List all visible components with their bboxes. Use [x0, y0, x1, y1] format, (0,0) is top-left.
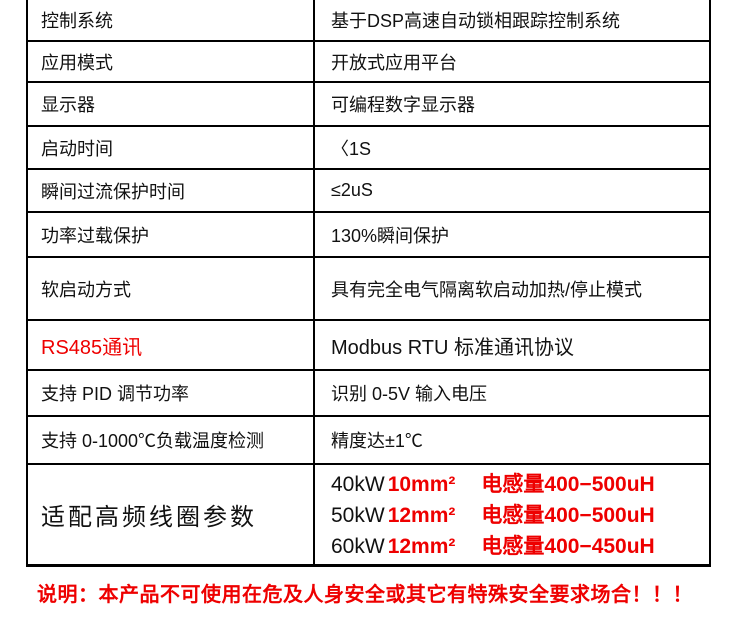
spec-value: 识别 0-5V 输入电压 — [331, 384, 488, 404]
spec-label: 支持 PID 调节功率 — [28, 371, 315, 415]
spec-value: ≤2uS — [331, 180, 373, 200]
coil-inductance: 电感量400−450uH — [481, 535, 655, 558]
spec-label: 启动时间 — [28, 127, 315, 168]
warning-note: 说明：本产品不可使用在危及人身安全或其它有特殊安全要求场合！！！ — [37, 584, 693, 606]
spec-label: 功率过载保护 — [28, 213, 315, 256]
coil-power: 60kW — [331, 535, 385, 558]
spec-row-pid: 支持 PID 调节功率 识别 0-5V 输入电压 — [28, 371, 709, 417]
spec-row-coil-parameters: 适配高频线圈参数 40kW 10mm² 电感量400−500uH 50kW 12… — [28, 465, 709, 564]
spec-value: 开放式应用平台 — [331, 52, 457, 73]
spec-label: 支持 0-1000℃负载温度检测 — [28, 417, 315, 463]
spec-label: 瞬间过流保护时间 — [28, 170, 315, 211]
spec-row-startup-time: 启动时间 〈1S — [28, 127, 709, 170]
spec-label-rs485: RS485通讯 — [28, 321, 315, 369]
spec-row-overcurrent-protection-time: 瞬间过流保护时间 ≤2uS — [28, 170, 709, 213]
spec-value-modbus: Modbus RTU 标准通讯协议 — [331, 336, 575, 359]
spec-row-control-system: 控制系统 基于DSP高速自动锁相跟踪控制系统 — [28, 0, 709, 42]
spec-value: 〈1S — [331, 138, 372, 159]
spec-label-coil: 适配高频线圈参数 — [28, 465, 315, 564]
coil-wire-size: 12mm² — [387, 535, 456, 558]
spec-value: 可编程数字显示器 — [331, 95, 475, 115]
coil-spec-line-40kw: 40kW 10mm² 电感量400−500uH — [331, 469, 655, 500]
spec-row-soft-start-mode: 软启动方式 具有完全电气隔离软启动加热/停止模式 — [28, 258, 709, 321]
spec-row-temperature-detection: 支持 0-1000℃负载温度检测 精度达±1℃ — [28, 417, 709, 465]
coil-power: 40kW — [331, 473, 385, 496]
spec-label: 应用模式 — [28, 42, 315, 81]
spec-value: 具有完全电气隔离软启动加热/停止模式 — [331, 279, 642, 300]
spec-row-application-mode: 应用模式 开放式应用平台 — [28, 42, 709, 83]
coil-wire-size: 10mm² — [387, 473, 456, 496]
spec-label: 软启动方式 — [28, 258, 315, 319]
spec-row-overload-protection: 功率过载保护 130%瞬间保护 — [28, 213, 709, 258]
coil-spec-list: 40kW 10mm² 电感量400−500uH 50kW 12mm² 电感量40… — [315, 465, 709, 564]
spec-label: 显示器 — [28, 83, 315, 125]
coil-spec-line-50kw: 50kW 12mm² 电感量400−500uH — [331, 500, 655, 531]
spec-label: 控制系统 — [28, 0, 315, 40]
coil-power: 50kW — [331, 504, 385, 527]
spec-table: 控制系统 基于DSP高速自动锁相跟踪控制系统 应用模式 开放式应用平台 显示器 … — [26, 0, 711, 567]
coil-wire-size: 12mm² — [387, 504, 456, 527]
spec-row-display: 显示器 可编程数字显示器 — [28, 83, 709, 127]
coil-inductance: 电感量400−500uH — [481, 473, 655, 496]
spec-value: 130%瞬间保护 — [331, 225, 450, 246]
coil-inductance: 电感量400−500uH — [481, 504, 655, 527]
spec-row-rs485: RS485通讯 Modbus RTU 标准通讯协议 — [28, 321, 709, 371]
coil-spec-line-60kw: 60kW 12mm² 电感量400−450uH — [331, 531, 655, 562]
spec-value: 基于DSP高速自动锁相跟踪控制系统 — [331, 11, 621, 31]
spec-value: 精度达±1℃ — [331, 431, 423, 451]
